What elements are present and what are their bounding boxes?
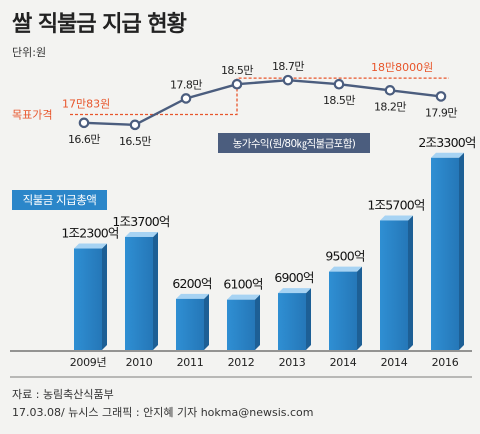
x-tick-label: 2016 [432,356,459,369]
farm-income-point [180,93,192,104]
bar-legend-text: 직불금 지급총액 [23,193,97,207]
target-after-value-label: 18만8000원 [371,61,433,74]
x-tick-label: 2013 [279,356,306,369]
bar-value-label: 2조3300억 [418,135,475,150]
bar-side [459,152,464,350]
farm-income-point [333,78,345,90]
bar-side [153,231,158,350]
bar-side [408,215,413,350]
x-tick-label: 2011 [177,356,204,369]
bar-top [227,294,260,300]
bar-side [102,243,107,350]
bar-value-label: 1조2300억 [61,226,118,241]
bar-value-label: 6100억 [223,277,262,292]
page-title: 쌀 직불금 지급 현황 [12,12,187,37]
farm-income-value-label: 16.5만 [119,135,151,148]
farm-income-point [435,91,447,102]
bar-side [357,266,362,350]
bar-top [278,288,311,294]
farm-income-value-label: 18.7만 [272,60,304,73]
bar [125,236,153,350]
bar [380,220,408,350]
bar-top [176,293,209,299]
x-tick-label: 2014 [381,356,408,369]
farm-income-point [384,85,396,96]
farm-income-point [231,78,243,90]
source-text: 자료 : 농림축산식품부 [12,388,114,401]
bar [176,298,204,350]
farm-income-value-label: 16.6만 [68,133,100,146]
bar [227,299,255,350]
farm-income-value-label: 18.2만 [374,100,406,113]
target-before-value-label: 17만83원 [62,98,110,111]
farm-income-value-label: 17.8만 [170,78,202,91]
farm-income-point [282,74,294,86]
bar-value-label: 9500억 [325,249,364,264]
bar-value-label: 1조5700억 [367,197,424,212]
bar [329,271,357,350]
bar-value-label: 6200억 [172,276,211,291]
bar [431,157,459,350]
farm-income-value-label: 18.5만 [221,64,253,77]
bar [74,248,102,350]
target-price-line [70,77,449,116]
farm-income-legend-text: 농가수익(원/80㎏직불금포함) [233,138,356,150]
target-price-label: 목표가격 [12,109,52,122]
bar-top [431,152,464,158]
bar-side [204,293,209,350]
x-tick-label: 2014 [330,356,357,369]
bar [278,293,306,350]
farm-income-point [78,117,90,129]
bar-top [329,266,362,272]
farm-income-value-label: 17.9만 [425,106,457,119]
bar-top [74,243,107,249]
x-tick-label: 2009년 [70,356,107,369]
farm-income-point [129,119,141,131]
x-tick-label: 2012 [228,356,255,369]
bar-legend-box [12,190,107,210]
farm-income-legend-box [218,133,370,153]
bar-side [255,294,260,350]
bar-top [380,215,413,221]
unit-label: 단위:원 [12,46,47,59]
bar-value-label: 1조3700억 [112,214,169,229]
bar-top [125,231,158,237]
bar-side [306,288,311,350]
credit-text: 17.03.08/ 뉴시스 그래픽 : 안지혜 기자 hokma@newsis.… [12,406,314,419]
x-tick-label: 2010 [126,356,153,369]
bar-value-label: 6900억 [274,270,313,285]
farm-income-line [83,78,442,127]
farm-income-value-label: 18.5만 [323,94,355,107]
